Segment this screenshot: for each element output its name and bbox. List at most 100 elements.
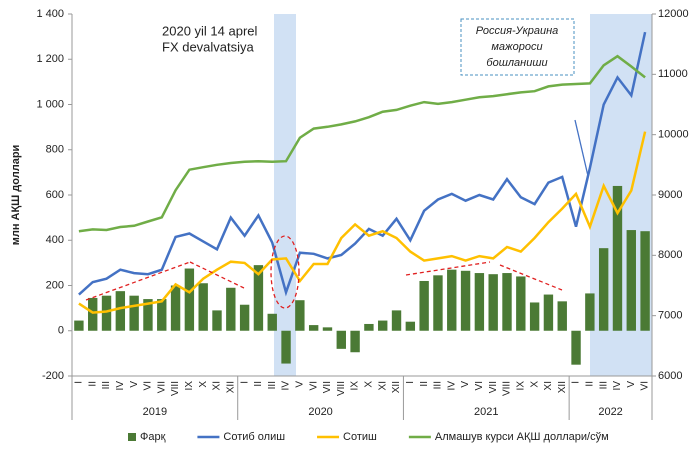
annotation: Россия-Украина: [476, 25, 559, 37]
x-tick-label: II: [584, 381, 595, 387]
x-tick-label: XII: [225, 381, 236, 393]
y2-tick-label: 9000: [658, 189, 682, 201]
x-tick-label: I: [571, 381, 582, 384]
bar: [460, 270, 471, 331]
highlight-band: [274, 14, 296, 376]
y-tick-label: 800: [46, 144, 64, 156]
bar: [143, 299, 153, 331]
trend-arrow: [189, 261, 245, 289]
x-tick-label: V: [626, 381, 637, 388]
bar: [115, 291, 126, 331]
x-tick-label: XI: [543, 381, 554, 390]
x-tick-label: IV: [446, 381, 457, 391]
x-tick-label: VIII: [170, 381, 181, 396]
line: [78, 131, 647, 314]
legend-label: Фарқ: [140, 431, 166, 443]
group-label: 2021: [474, 406, 498, 418]
x-tick-label: V: [460, 381, 471, 388]
y2-tick-label: 8000: [658, 249, 682, 261]
x-tick-label: VII: [156, 381, 167, 393]
y-tick-label: 400: [46, 234, 64, 246]
x-tick-label: VIII: [336, 381, 347, 396]
bar: [405, 321, 416, 331]
x-tick-label: IX: [184, 381, 195, 391]
x-tick-label: VII: [488, 381, 499, 393]
x-tick-label: VI: [143, 381, 154, 390]
pointer: [574, 119, 589, 177]
bar: [281, 330, 291, 364]
bar: [474, 273, 485, 331]
y2-tick-label: 10000: [658, 129, 689, 141]
legend-swatch: [128, 433, 136, 441]
bar: [322, 327, 333, 331]
x-tick-label: II: [253, 381, 264, 387]
x-tick-label: VI: [308, 381, 319, 390]
bar: [74, 320, 84, 331]
bar: [184, 268, 195, 331]
x-tick-label: I: [239, 381, 250, 384]
x-tick-label: V: [129, 381, 140, 388]
line: [78, 54, 646, 233]
x-tick-label: XI: [377, 381, 388, 390]
x-tick-label: IV: [115, 381, 126, 391]
x-tick-label: IX: [515, 381, 526, 391]
bar: [543, 294, 554, 331]
x-tick-label: X: [364, 381, 375, 388]
y-tick-label: 200: [46, 279, 64, 291]
bar: [157, 299, 167, 331]
bar: [129, 295, 139, 331]
bar: [336, 330, 346, 349]
bar: [239, 304, 250, 331]
bar: [640, 231, 650, 331]
x-tick-label: III: [101, 381, 112, 389]
trend-arrow: [405, 261, 491, 276]
bar: [529, 302, 540, 331]
x-tick-label: II: [419, 381, 430, 387]
y2-tick-label: 11000: [658, 68, 688, 80]
x-tick-label: II: [87, 381, 98, 387]
annotation: бошланиши: [486, 57, 547, 69]
bar: [419, 280, 429, 331]
plot: -200 0 200 400 600 800 1 000 1 200 1 400 6000 7000…: [36, 8, 689, 420]
bar: [308, 325, 319, 331]
x-tick-label: IV: [612, 381, 623, 391]
x-tick-label: I: [405, 381, 416, 384]
decorations: [85, 119, 589, 309]
bar: [516, 276, 526, 331]
x-tick-label: X: [198, 381, 209, 388]
y-tick-label: 600: [46, 189, 64, 201]
x-tick-label: III: [598, 381, 609, 389]
y-tick-label: 1 000: [36, 98, 64, 110]
bar: [198, 283, 208, 331]
bar: [295, 300, 305, 331]
x-tick-label: V: [294, 381, 305, 388]
bar: [571, 330, 581, 365]
x-tick-label: VIII: [502, 381, 513, 396]
annotation: FX devalvatsiya: [162, 39, 255, 54]
y2-tick-label: 12000: [658, 8, 689, 20]
x-tick-label: XI: [212, 381, 223, 390]
x-tick-label: VII: [322, 381, 333, 393]
x-tick-label: VI: [474, 381, 485, 390]
bar: [557, 301, 567, 331]
legend-label: Сотиб олиш: [223, 431, 285, 443]
y2-tick-label: 7000: [658, 310, 682, 322]
legend-label: Алмашув курси АҚШ доллари/сўм: [435, 431, 609, 443]
line: [78, 31, 647, 297]
bar: [364, 323, 374, 331]
annotation: мажороси: [491, 41, 542, 53]
x-tick-label: VI: [640, 381, 651, 390]
bar: [433, 275, 443, 331]
annotation: 2020 yil 14 aprel: [162, 23, 258, 38]
bar: [598, 248, 609, 331]
y-axis-label: млн АҚШ доллари: [10, 145, 22, 246]
x-tick-label: III: [433, 381, 444, 389]
bar: [502, 273, 512, 331]
y2-tick-label: 6000: [658, 370, 682, 382]
bar: [88, 297, 98, 331]
bar: [585, 293, 595, 331]
x-tick-label: I: [74, 381, 85, 384]
bar: [378, 320, 388, 331]
bar: [212, 310, 222, 331]
y-tick-label: 0: [58, 325, 64, 337]
